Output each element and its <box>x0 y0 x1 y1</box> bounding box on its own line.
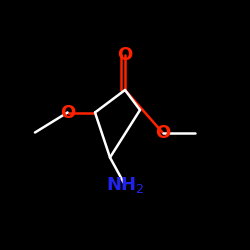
Text: O: O <box>60 104 75 122</box>
Text: O: O <box>155 124 170 142</box>
Text: O: O <box>118 46 132 64</box>
Text: NH$_2$: NH$_2$ <box>106 175 144 195</box>
